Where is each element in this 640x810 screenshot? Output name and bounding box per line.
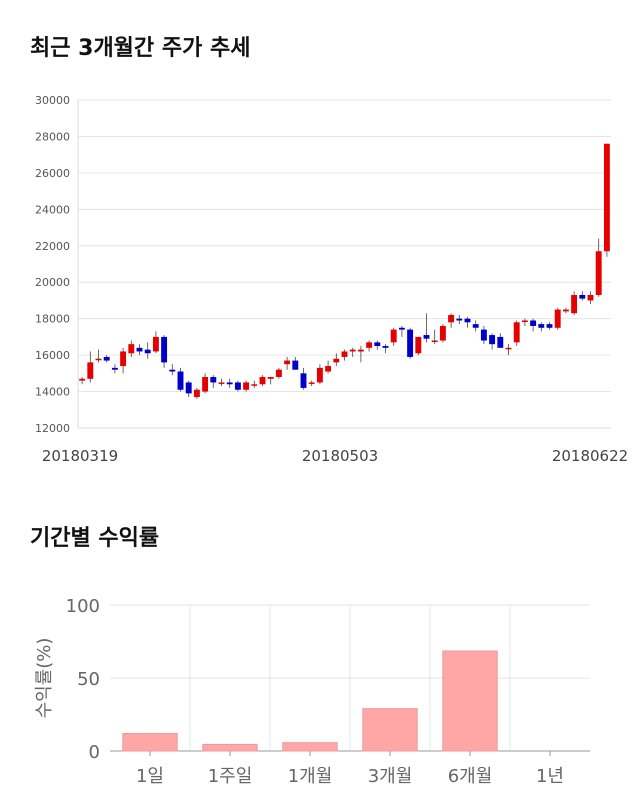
x-category-label: 1개월 [288,766,333,787]
y-tick-label: 50 [77,669,100,690]
candle-body [423,335,430,339]
candle-body [571,294,578,314]
y-tick-label: 24000 [35,203,70,216]
price-candlestick-chart: 12000 14000 16000 18000 20000 22000 24000 26000… [35,94,628,465]
candle-body [292,360,299,370]
candle-body [398,327,405,330]
candle-body [513,322,520,343]
candle-body [349,349,356,352]
candle-body [595,251,602,295]
y-tick-label: 20000 [35,276,70,289]
candle-body [177,371,184,390]
candle-body [579,294,586,299]
y-tick-label: 0 [89,742,100,763]
candle-body [546,324,553,328]
candle-body [489,335,496,345]
candle-body [95,358,102,361]
y-tick-label: 18000 [35,313,70,326]
candle-body [456,318,463,321]
candle-body [357,349,364,352]
returns-bar-chart: 0 50 100 수익률(%) 1일 1주일 1개월 3개월 6개월 1년 [34,596,590,787]
candle-body [480,329,487,341]
candle-body [325,366,332,372]
candle-body [472,324,479,328]
candle-body [210,376,217,383]
candle-body [226,382,233,385]
returns-title: 기간별 수익률 [30,526,160,551]
x-category-label: 1일 [136,766,164,787]
candle-body [267,376,274,379]
candle-body [103,356,110,361]
candle-body [136,347,143,352]
candle-body [448,315,455,323]
return-bar [362,708,418,752]
candle-body [79,378,86,381]
candle-body [275,369,282,377]
candle-body [521,320,528,322]
return-bar [202,743,258,752]
y-tick-label: 28000 [35,130,70,143]
price-trend-title: 최근 3개월간 주가 추세 [30,36,251,61]
candle-body [120,351,127,367]
candle-body [193,389,200,398]
candle-body [152,336,159,352]
candle-body [316,367,323,383]
x-date-label: 20180319 [42,447,118,465]
y-axis-label: 수익률(%) [34,638,55,719]
return-bar [122,732,178,752]
candle-body [530,320,537,326]
y-tick-label: 26000 [35,167,70,180]
candle-body [218,382,225,384]
candle-body [300,373,307,388]
candle-body [111,367,118,370]
candle-body [407,329,414,357]
y-tick-label: 16000 [35,349,70,362]
candle-body [185,382,192,394]
return-bar [282,742,338,752]
y-tick-label: 22000 [35,240,70,253]
candle-body [554,309,561,328]
candle-body [128,344,135,354]
candle-body [169,369,176,372]
candle-body [87,362,94,379]
candle-body [390,329,397,343]
x-category-label: 3개월 [368,766,413,787]
candle-body [497,336,504,348]
candle-body [144,349,151,354]
y-tick-label: 14000 [35,386,70,399]
y-tick-label: 100 [66,596,100,617]
candle-body [587,294,594,301]
candle-body [505,347,512,350]
candle-body [251,384,258,386]
candle-body [202,376,209,392]
candle-body [439,325,446,341]
candle-body [415,336,422,354]
x-category-label: 1년 [536,766,564,787]
x-category-label: 1주일 [208,766,253,787]
candle-body [382,346,389,348]
candle-body [431,340,438,343]
return-bar [442,650,498,752]
y-tick-label: 30000 [35,94,70,107]
candle-body [603,143,610,252]
candle-body [538,324,545,328]
y-tick-label: 12000 [35,422,70,435]
x-category-label: 6개월 [448,766,493,787]
candle-body [243,382,250,390]
candle-body [308,382,315,384]
candle-body [234,382,241,390]
x-date-label: 20180622 [552,447,628,465]
candle-body [341,351,348,357]
candle-body [464,318,471,323]
x-date-label: 20180503 [302,447,378,465]
candle-body [284,360,291,365]
candle-body [333,358,340,363]
candle-body [562,309,569,312]
candle-body [374,342,381,346]
candle-body [161,336,168,363]
candle-body [366,342,373,348]
candle-body [259,376,266,385]
